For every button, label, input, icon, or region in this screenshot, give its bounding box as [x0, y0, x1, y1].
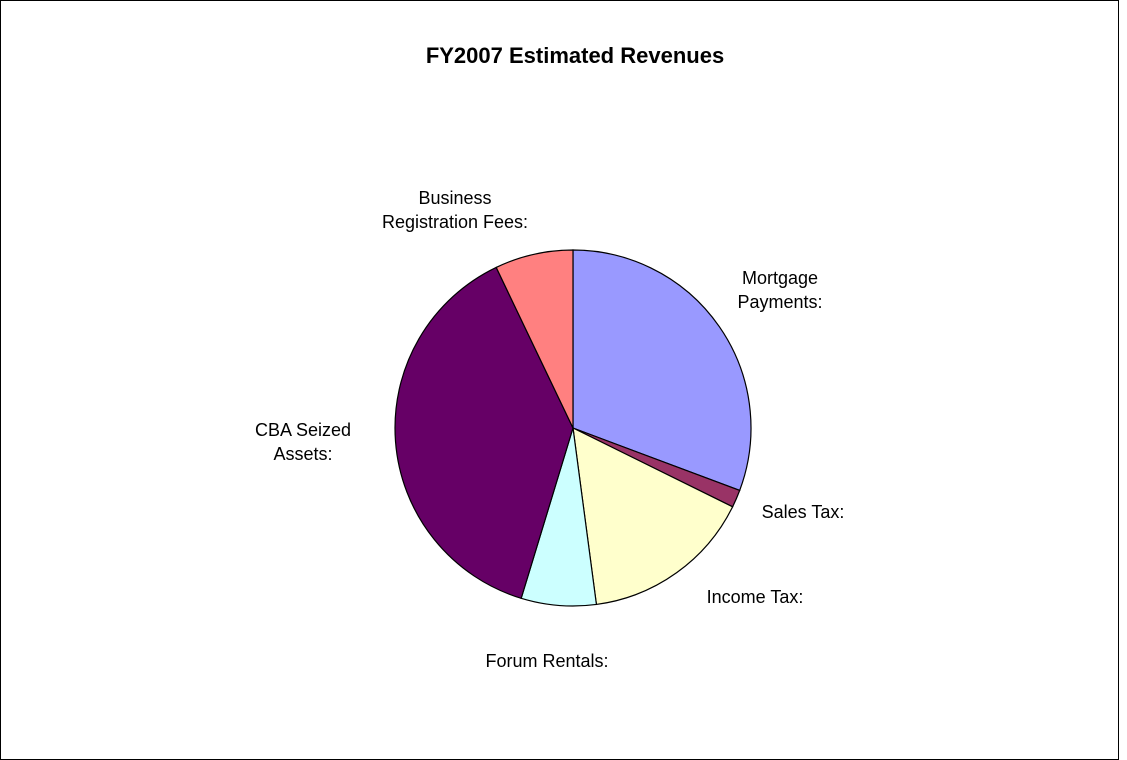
slice-label: Mortgage Payments:: [737, 268, 823, 312]
slice-label: Business Registration Fees:: [381, 188, 529, 232]
slice-label: Sales Tax:: [761, 502, 845, 522]
pie-slice: [394, 266, 574, 600]
slice-label: Income Tax:: [706, 587, 804, 607]
pie-slice: [495, 249, 574, 429]
pie-slice: [572, 426, 734, 606]
chart-title: FY2007 Estimated Revenues: [426, 43, 724, 68]
slice-label: CBA Seized Assets:: [254, 420, 352, 464]
pie-slice: [572, 249, 752, 492]
slice-label: Forum Rentals:: [485, 651, 609, 671]
